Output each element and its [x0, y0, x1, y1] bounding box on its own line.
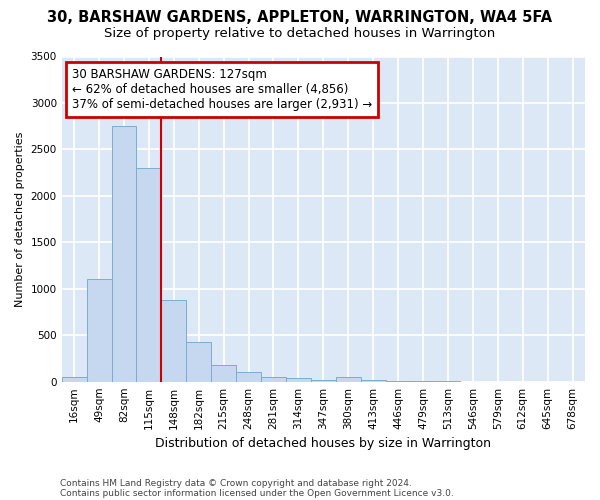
Bar — [86, 280, 112, 382]
Y-axis label: Number of detached properties: Number of detached properties — [15, 132, 25, 307]
Bar — [211, 365, 236, 382]
Bar — [336, 376, 361, 382]
Bar — [186, 342, 211, 382]
X-axis label: Distribution of detached houses by size in Warrington: Distribution of detached houses by size … — [155, 437, 491, 450]
Text: 30 BARSHAW GARDENS: 127sqm
← 62% of detached houses are smaller (4,856)
37% of s: 30 BARSHAW GARDENS: 127sqm ← 62% of deta… — [72, 68, 373, 111]
Text: Contains HM Land Registry data © Crown copyright and database right 2024.: Contains HM Land Registry data © Crown c… — [60, 478, 412, 488]
Bar — [361, 380, 386, 382]
Bar — [112, 126, 136, 382]
Bar — [311, 380, 336, 382]
Bar — [261, 376, 286, 382]
Bar — [286, 378, 311, 382]
Text: 30, BARSHAW GARDENS, APPLETON, WARRINGTON, WA4 5FA: 30, BARSHAW GARDENS, APPLETON, WARRINGTO… — [47, 10, 553, 25]
Text: Contains public sector information licensed under the Open Government Licence v3: Contains public sector information licen… — [60, 488, 454, 498]
Bar — [161, 300, 186, 382]
Bar — [136, 168, 161, 382]
Bar — [236, 372, 261, 382]
Bar — [62, 378, 86, 382]
Text: Size of property relative to detached houses in Warrington: Size of property relative to detached ho… — [104, 28, 496, 40]
